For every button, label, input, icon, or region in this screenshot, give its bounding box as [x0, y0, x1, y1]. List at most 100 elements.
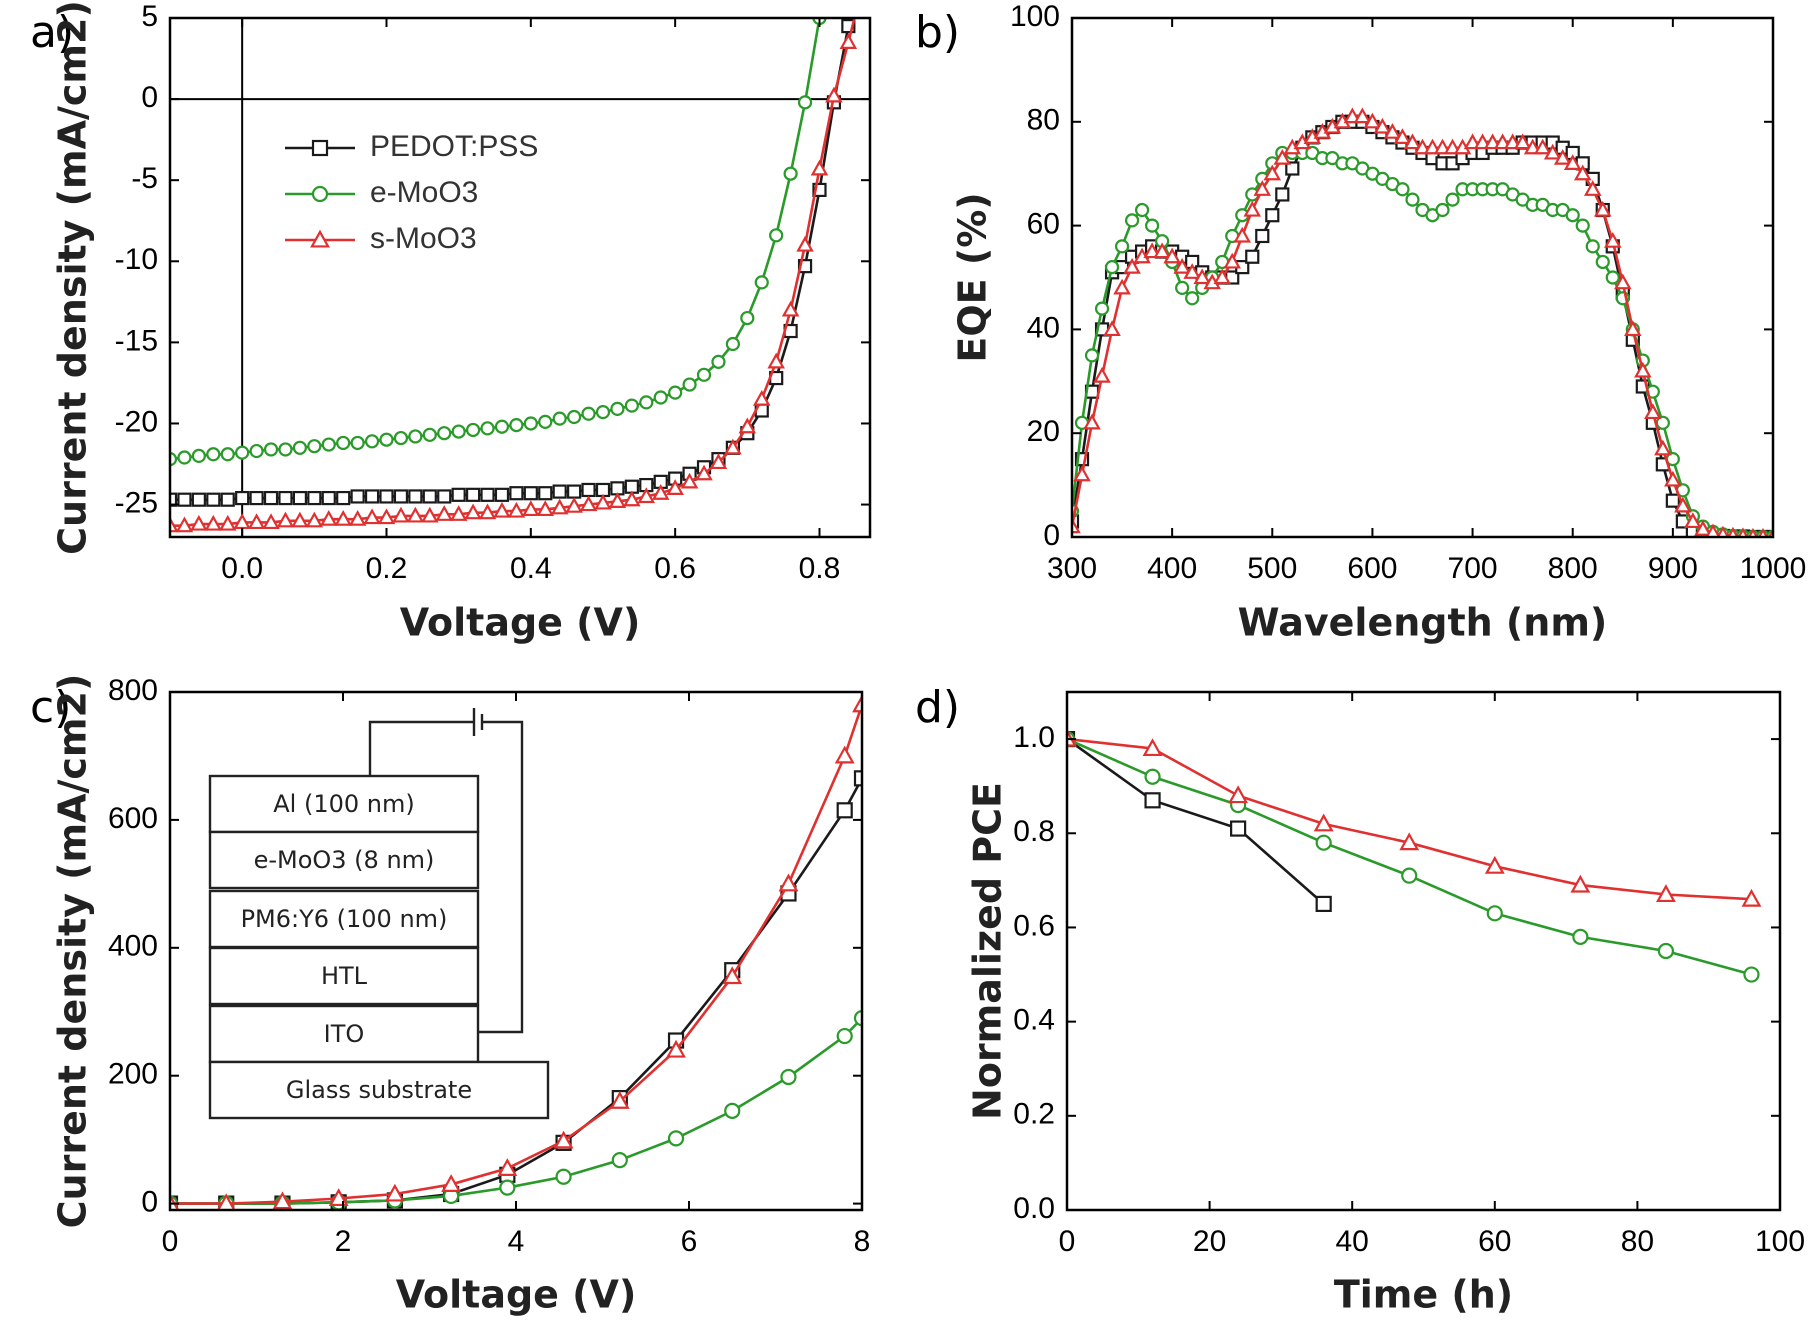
- x-tick-label: 20: [1193, 1225, 1226, 1258]
- data-point-red: [680, 472, 699, 489]
- legend-marker-red: [310, 229, 330, 248]
- data-point-black: [1275, 187, 1290, 202]
- data-point-green: [307, 439, 322, 454]
- data-point-red: [1484, 855, 1505, 874]
- data-point-green: [538, 414, 553, 429]
- series-line-black: [1067, 738, 1325, 905]
- data-point-red: [1228, 785, 1249, 804]
- y-tick-label: 100: [1010, 0, 1060, 33]
- data-point-green: [1445, 192, 1460, 207]
- y-tick-label: 40: [1027, 311, 1060, 344]
- data-point-green: [1084, 348, 1100, 363]
- panel-label: b): [915, 7, 960, 58]
- data-point-red: [1193, 268, 1211, 285]
- y-tick-label: 0.6: [1013, 909, 1055, 942]
- data-point-green: [263, 442, 279, 457]
- data-point-red: [1173, 257, 1191, 274]
- data-point-green: [1114, 239, 1130, 254]
- data-point-black: [408, 489, 423, 504]
- data-point-red: [1143, 242, 1161, 259]
- legend: PEDOT:PSS e-MoO3 s-MoO3: [285, 130, 538, 255]
- data-point-black: [480, 487, 495, 502]
- data-point-green: [696, 367, 712, 382]
- data-point-red: [1523, 138, 1542, 155]
- x-axis-label: Wavelength (nm): [1238, 601, 1608, 645]
- stack-layer: [208, 1060, 550, 1120]
- data-point-green: [653, 390, 668, 405]
- data-point-red: [666, 1039, 686, 1058]
- y-tick-label: 1.0: [1013, 721, 1055, 754]
- data-point-red: [441, 1174, 462, 1192]
- data-point-black: [263, 490, 279, 506]
- plot-area: [170, 694, 862, 1210]
- y-tick-label: 0: [141, 1186, 158, 1219]
- data-point-green: [1575, 218, 1590, 233]
- x-tick-label: 0: [162, 1225, 179, 1258]
- data-point-green: [780, 1068, 797, 1086]
- data-point-red: [1694, 520, 1712, 536]
- data-point-green: [235, 445, 250, 460]
- data-point-green: [1395, 182, 1410, 197]
- stack-layer-label: HTL: [321, 962, 368, 990]
- legend-label: e-MoO3: [370, 176, 478, 209]
- data-point-red: [1443, 138, 1462, 155]
- data-point-black: [422, 489, 437, 504]
- data-point-green: [853, 1010, 862, 1027]
- data-point-red: [1433, 138, 1452, 155]
- data-point-red: [637, 487, 656, 504]
- data-point-red: [695, 464, 713, 481]
- data-point-green: [350, 435, 365, 451]
- panel-label: c): [30, 682, 71, 733]
- data-point-red: [1233, 226, 1252, 243]
- x-axis-label: Time (h): [1334, 1273, 1513, 1317]
- data-point-red: [1573, 164, 1592, 181]
- data-point-green: [1565, 208, 1580, 223]
- data-point-red: [170, 516, 179, 533]
- data-point-black: [1245, 249, 1260, 264]
- stack-layer: [208, 1004, 480, 1064]
- data-point-red: [1383, 123, 1402, 139]
- data-point-red: [1593, 200, 1612, 217]
- x-tick-label: 0.0: [221, 552, 263, 585]
- x-tick-label: 0.6: [654, 552, 696, 585]
- x-tick-label: 1000: [1740, 552, 1807, 585]
- data-point-red: [1073, 465, 1091, 482]
- data-point-black: [1285, 161, 1300, 176]
- data-point-green: [797, 95, 813, 110]
- data-point-red: [478, 503, 497, 520]
- y-tick-label: 0: [1043, 519, 1060, 552]
- data-point-red: [276, 511, 295, 528]
- panel-b: b) 300 400 500 600 700 800 900 1000 0 20 40 60 80 100 W…: [915, 0, 1806, 645]
- data-point-black: [220, 492, 235, 507]
- data-point-red: [608, 492, 627, 508]
- plot-frame: [1065, 690, 1782, 1212]
- x-tick-label: 40: [1336, 1225, 1369, 1258]
- y-tick-label: 80: [1027, 104, 1060, 137]
- data-point-red: [1543, 143, 1562, 160]
- legend-marker-green: [311, 185, 329, 203]
- data-point-black: [292, 490, 307, 506]
- data-point-red: [1142, 738, 1163, 757]
- data-point-red: [796, 235, 814, 252]
- x-tick-label: 80: [1621, 1225, 1654, 1258]
- data-point-red: [579, 495, 598, 512]
- data-point-green: [1134, 202, 1150, 218]
- data-point-green: [408, 429, 423, 444]
- data-point-green: [465, 422, 481, 438]
- data-point-red: [1213, 268, 1231, 285]
- data-point-red: [1644, 403, 1662, 420]
- data-point-red: [839, 33, 858, 49]
- data-point-green: [249, 443, 264, 459]
- data-point-green: [509, 417, 524, 433]
- data-point-red: [810, 159, 829, 176]
- data-point-green: [364, 434, 380, 449]
- data-point-red: [1727, 526, 1739, 537]
- y-tick-label: 20: [1027, 415, 1060, 448]
- plot-area: [1072, 107, 1773, 537]
- data-point-red: [1624, 320, 1642, 337]
- y-tick-label: 800: [108, 674, 158, 707]
- y-tick-label: 0.0: [1013, 1192, 1055, 1225]
- panel-c: c) 0 2 4 6 8 0 200 400 600 800 Voltage (V) Current d…: [30, 674, 870, 1317]
- data-point-red: [1503, 133, 1522, 150]
- x-tick-label: 60: [1478, 1225, 1511, 1258]
